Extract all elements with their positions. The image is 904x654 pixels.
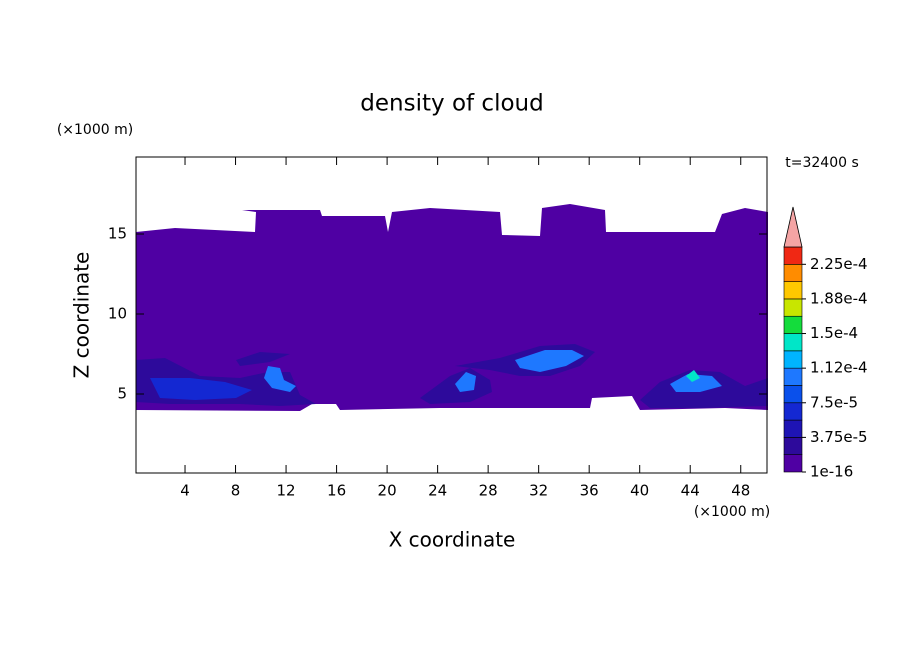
x-tick-label: 48 bbox=[731, 482, 750, 500]
cloud-core bbox=[670, 374, 722, 392]
colorbar-band bbox=[783, 264, 803, 282]
colorbar-band bbox=[783, 315, 803, 334]
colorbar-band bbox=[783, 385, 803, 404]
colorbar-band bbox=[783, 281, 803, 300]
colorbar-band bbox=[783, 437, 803, 455]
contour-field bbox=[136, 204, 768, 411]
chart-title: density of cloud bbox=[360, 91, 543, 117]
cloud-region bbox=[136, 204, 768, 411]
colorbar-tick-label: 1e-16 bbox=[810, 463, 853, 481]
colorbar-tick-label: 1.12e-4 bbox=[810, 359, 868, 377]
x-tick-label: 28 bbox=[479, 482, 498, 500]
y-tick-label: 15 bbox=[108, 225, 127, 243]
colorbar-tick-label: 2.25e-4 bbox=[810, 255, 868, 273]
colorbar-tick-label: 3.75e-5 bbox=[810, 428, 868, 446]
colorbar-tick-label: 1.5e-4 bbox=[810, 324, 858, 342]
colorbar-band bbox=[783, 454, 803, 473]
colorbar-band bbox=[783, 402, 803, 421]
colorbar-tick-label: 1.88e-4 bbox=[810, 289, 868, 307]
cloud-core bbox=[515, 350, 584, 372]
colorbar-tick-label: 7.5e-5 bbox=[810, 393, 858, 411]
x-tick-label: 4 bbox=[180, 482, 190, 500]
colorbar-band bbox=[783, 350, 803, 369]
x-axis-label: X coordinate bbox=[389, 528, 516, 552]
x-tick-label: 20 bbox=[378, 482, 397, 500]
x-tick-label: 44 bbox=[681, 482, 700, 500]
y-unit: (×1000 m) bbox=[57, 122, 133, 138]
cloud-core bbox=[236, 352, 290, 366]
x-tick-label: 24 bbox=[428, 482, 447, 500]
cloud-core bbox=[264, 366, 296, 392]
y-axis-label: Z coordinate bbox=[70, 252, 94, 379]
x-tick-label: 16 bbox=[327, 482, 346, 500]
x-tick-label: 8 bbox=[231, 482, 241, 500]
colorbar-band bbox=[783, 367, 803, 386]
x-unit: (×1000 m) bbox=[694, 504, 770, 520]
x-tick-label: 12 bbox=[277, 482, 296, 500]
colorbar-extension bbox=[783, 206, 803, 248]
cloud-core bbox=[150, 378, 252, 400]
colorbar-band bbox=[783, 333, 803, 352]
y-tick-label: 10 bbox=[108, 305, 127, 323]
colorbar-band bbox=[783, 298, 803, 317]
plot-frame bbox=[135, 156, 768, 474]
y-tick-label: 5 bbox=[117, 385, 127, 403]
cloud-core bbox=[455, 372, 476, 392]
x-tick-label: 36 bbox=[580, 482, 599, 500]
colorbar-band bbox=[783, 419, 803, 438]
x-tick-label: 32 bbox=[529, 482, 548, 500]
time-annotation: t=32400 s bbox=[785, 155, 859, 171]
colorbar-band bbox=[783, 246, 803, 265]
cloud-core bbox=[686, 370, 700, 382]
x-tick-label: 40 bbox=[630, 482, 649, 500]
